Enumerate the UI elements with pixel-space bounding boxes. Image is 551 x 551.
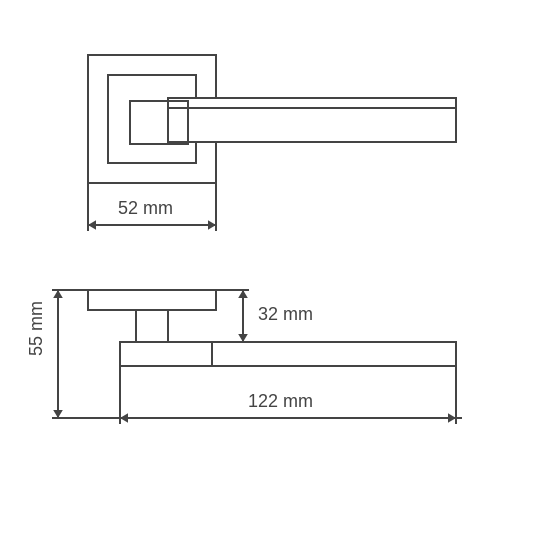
dim-label-55: 55 mm xyxy=(26,301,47,356)
line-drawing-svg xyxy=(0,0,551,551)
drawing-canvas: 52 mm 55 mm 32 mm 122 mm xyxy=(0,0,551,551)
dim-label-122: 122 mm xyxy=(248,391,313,412)
dim-label-52: 52 mm xyxy=(118,198,173,219)
dim-label-32: 32 mm xyxy=(258,304,313,325)
